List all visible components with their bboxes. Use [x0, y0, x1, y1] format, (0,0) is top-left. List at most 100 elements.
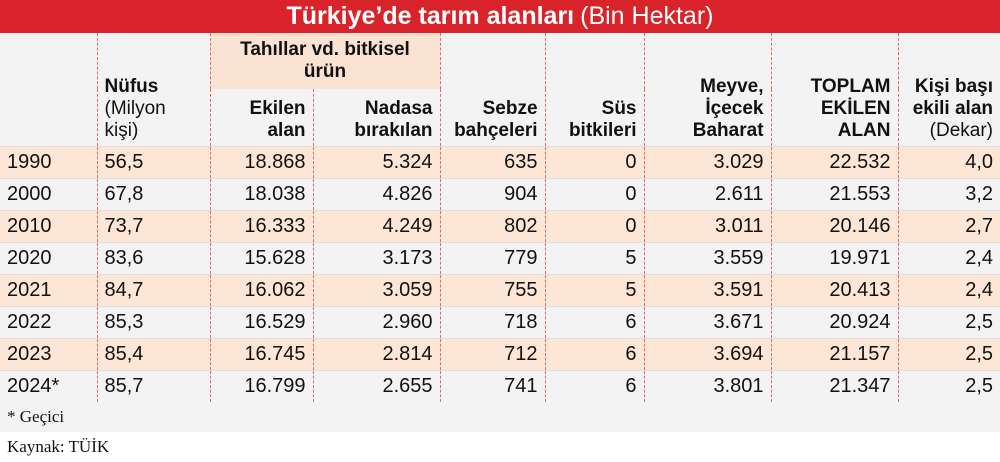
- cell-sebze: 718: [439, 305, 546, 338]
- cell-meyve: 3.029: [643, 145, 772, 178]
- header-nadasa: Nadasa bırakılan: [312, 89, 441, 146]
- cell-toplam: 22.532: [770, 145, 899, 178]
- cell-nufus: 85,3: [96, 305, 210, 338]
- cell-year: 2020: [0, 241, 97, 274]
- cell-ekilen: 18.868: [209, 145, 313, 178]
- cell-sebze: 741: [439, 369, 546, 402]
- cell-nufus: 84,7: [96, 273, 210, 306]
- cell-nadasa: 5.324: [312, 145, 441, 178]
- cell-sus: 0: [544, 209, 645, 242]
- cell-year: 2023: [0, 337, 97, 370]
- cell-ekilen: 16.529: [209, 305, 313, 338]
- cell-year: 2010: [0, 209, 97, 242]
- cell-nadasa: 4.826: [312, 177, 441, 210]
- cell-year: 1990: [0, 145, 97, 178]
- table-row: 2010 73,7 16.333 4.249 802 0 3.011 20.146 2,7: [0, 209, 1000, 242]
- cell-toplam: 20.413: [770, 273, 899, 306]
- table-row: 2000 67,8 18.038 4.826 904 0 2.611 21.553 3,2: [0, 177, 1000, 210]
- cell-meyve: 3.801: [643, 369, 772, 402]
- footnote: * Geçici: [0, 401, 1000, 432]
- title-banner: Türkiye’de tarım alanları (Bin Hektar): [0, 0, 1000, 33]
- cell-sebze: 755: [439, 273, 546, 306]
- cell-nufus: 85,4: [96, 337, 210, 370]
- table-row: 2020 83,6 15.628 3.173 779 5 3.559 19.971 2,4: [0, 241, 1000, 274]
- cell-nadasa: 2.655: [312, 369, 441, 402]
- cell-sebze: 712: [439, 337, 546, 370]
- cell-kisi: 2,5: [897, 369, 1000, 402]
- header-meyve: Meyve, İçecek Baharat: [643, 33, 772, 146]
- cell-meyve: 3.559: [643, 241, 772, 274]
- cell-kisi: 2,4: [897, 273, 1000, 306]
- cell-toplam: 20.146: [770, 209, 899, 242]
- table-row: 2022 85,3 16.529 2.960 718 6 3.671 20.924 2,5: [0, 305, 1000, 338]
- cell-nufus: 83,6: [96, 241, 210, 274]
- cell-kisi: 2,4: [897, 241, 1000, 274]
- cell-meyve: 3.694: [643, 337, 772, 370]
- cell-meyve: 3.671: [643, 305, 772, 338]
- cell-sebze: 635: [439, 145, 546, 178]
- cell-meyve: 3.591: [643, 273, 772, 306]
- cell-year: 2024*: [0, 369, 97, 402]
- table-row: 2021 84,7 16.062 3.059 755 5 3.591 20.413 2,4: [0, 273, 1000, 306]
- cell-kisi: 2,7: [897, 209, 1000, 242]
- cell-sus: 5: [544, 273, 645, 306]
- cell-ekilen: 15.628: [209, 241, 313, 274]
- cell-toplam: 21.553: [770, 177, 899, 210]
- cell-ekilen: 16.745: [209, 337, 313, 370]
- cell-toplam: 19.971: [770, 241, 899, 274]
- cell-sus: 6: [544, 369, 645, 402]
- cell-ekilen: 16.333: [209, 209, 313, 242]
- cell-nufus: 56,5: [96, 145, 210, 178]
- cell-sus: 0: [544, 177, 645, 210]
- cell-nadasa: 4.249: [312, 209, 441, 242]
- cell-year: 2022: [0, 305, 97, 338]
- cell-sus: 0: [544, 145, 645, 178]
- cell-kisi: 3,2: [897, 177, 1000, 210]
- header-sus: Süs bitkileri: [544, 33, 645, 146]
- header-group-tahillar: Tahıllar vd. bitkisel ürün: [209, 33, 441, 89]
- title-unit: (Bin Hektar): [580, 2, 714, 30]
- cell-nadasa: 3.059: [312, 273, 441, 306]
- cell-nadasa: 3.173: [312, 241, 441, 274]
- cell-ekilen: 16.799: [209, 369, 313, 402]
- header-toplam: TOPLAM EKİLEN ALAN: [770, 33, 899, 146]
- header-kisi: Kişi başı ekili alan (Dekar): [897, 33, 1000, 146]
- cell-ekilen: 16.062: [209, 273, 313, 306]
- cell-kisi: 2,5: [897, 305, 1000, 338]
- data-table: Nüfus (Milyon kişi) Tahıllar vd. bitkise…: [0, 33, 1000, 462]
- cell-sebze: 802: [439, 209, 546, 242]
- cell-sus: 6: [544, 337, 645, 370]
- cell-sus: 6: [544, 305, 645, 338]
- source-note: Kaynak: TÜİK: [0, 431, 1000, 462]
- cell-nadasa: 2.814: [312, 337, 441, 370]
- cell-toplam: 21.157: [770, 337, 899, 370]
- cell-year: 2021: [0, 273, 97, 306]
- table-row: 2024* 85,7 16.799 2.655 741 6 3.801 21.347 2,5: [0, 369, 1000, 402]
- cell-sus: 5: [544, 241, 645, 274]
- cell-meyve: 2.611: [643, 177, 772, 210]
- table-row: 2023 85,4 16.745 2.814 712 6 3.694 21.157 2,5: [0, 337, 1000, 370]
- cell-nadasa: 2.960: [312, 305, 441, 338]
- cell-toplam: 21.347: [770, 369, 899, 402]
- table-body: 1990 56,5 18.868 5.324 635 0 3.029 22.532 4,0 200…: [0, 145, 1000, 402]
- cell-nufus: 73,7: [96, 209, 210, 242]
- cell-toplam: 20.924: [770, 305, 899, 338]
- cell-kisi: 2,5: [897, 337, 1000, 370]
- header-kisi-unit: (Dekar): [929, 119, 994, 141]
- header-year: [0, 33, 97, 146]
- cell-meyve: 3.011: [643, 209, 772, 242]
- header-nufus: Nüfus (Milyon kişi): [96, 33, 210, 146]
- cell-ekilen: 18.038: [209, 177, 313, 210]
- cell-sebze: 904: [439, 177, 546, 210]
- header-nufus-label: Nüfus: [104, 75, 159, 97]
- cell-nufus: 85,7: [96, 369, 210, 402]
- cell-sebze: 779: [439, 241, 546, 274]
- header-kisi-label: Kişi başı ekili alan: [912, 75, 994, 119]
- title-main: Türkiye’de tarım alanları: [286, 2, 575, 30]
- header-sebze: Sebze bahçeleri: [439, 33, 546, 146]
- header-ekilen: Ekilen alan: [209, 89, 313, 146]
- cell-nufus: 67,8: [96, 177, 210, 210]
- table-row: 1990 56,5 18.868 5.324 635 0 3.029 22.532 4,0: [0, 145, 1000, 178]
- cell-year: 2000: [0, 177, 97, 210]
